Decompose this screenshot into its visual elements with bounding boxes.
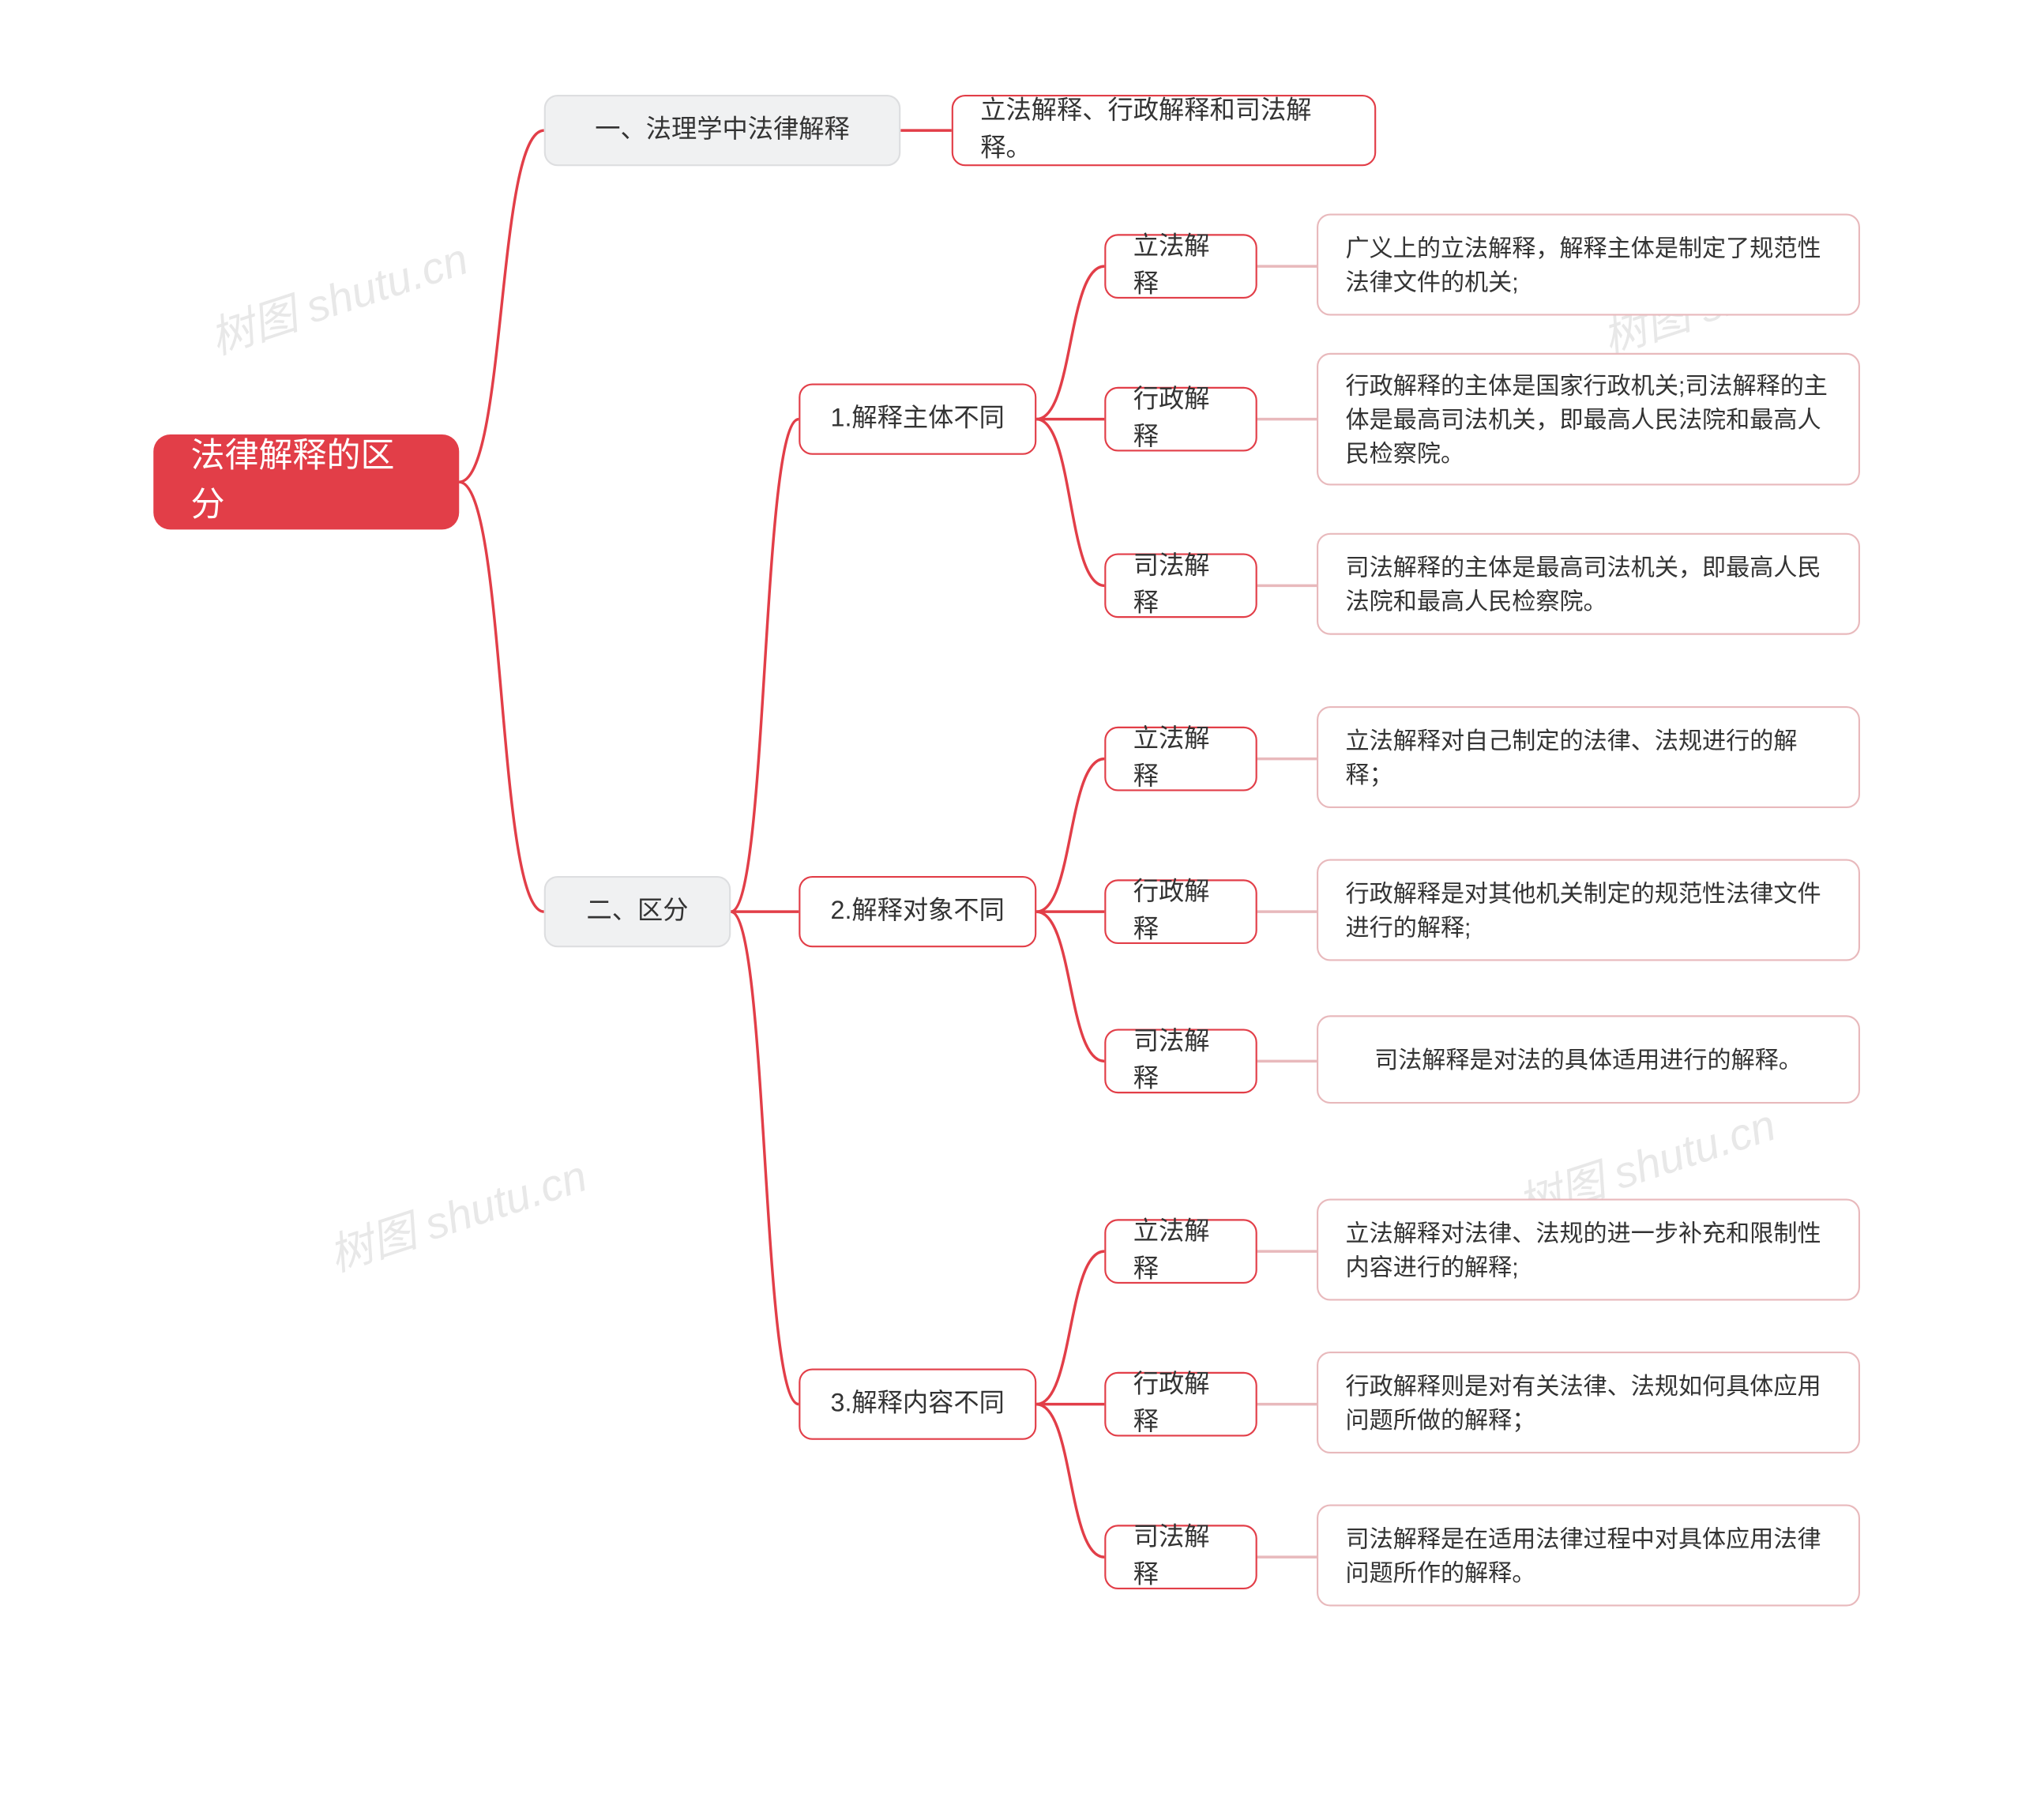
node-label: 行政解释的主体是国家行政机关;司法解释的主体是最高司法机关，即最高人民法院和最高… bbox=[1346, 367, 1832, 471]
group3-item1-desc[interactable]: 行政解释则是对有关法律、法规如何具体应用问题所做的解释； bbox=[1317, 1352, 1860, 1453]
watermark: 树图 shutu.cn bbox=[320, 1142, 594, 1284]
root-node[interactable]: 法律解释的区分 bbox=[153, 434, 459, 529]
node-label: 立法解释对法律、法规的进一步补充和限制性内容进行的解释; bbox=[1346, 1215, 1832, 1284]
group3-item2-name[interactable]: 司法解释 bbox=[1104, 1525, 1257, 1589]
node-label: 行政解释是对其他机关制定的规范性法律文件进行的解释; bbox=[1346, 875, 1832, 944]
mindmap-canvas: 树图 shutu.cn 树图 shutu.cn 树图 shutu.cn 树图 s… bbox=[35, 44, 1988, 1777]
node-label: 司法解释的主体是最高司法机关，即最高人民法院和最高人民检察院。 bbox=[1346, 550, 1832, 619]
group2-title[interactable]: 2.解释对象不同 bbox=[799, 876, 1036, 947]
group1-item0-desc[interactable]: 广义上的立法解释，解释主体是制定了规范性法律文件的机关; bbox=[1317, 214, 1860, 316]
node-label: 行政解释 bbox=[1133, 1367, 1228, 1442]
root-label: 法律解释的区分 bbox=[191, 433, 422, 532]
node-label: 司法解释 bbox=[1133, 549, 1228, 623]
node-label: 司法解释是在适用法律过程中对具体应用法律问题所作的解释。 bbox=[1346, 1521, 1832, 1589]
node-label: 广义上的立法解释，解释主体是制定了规范性法律文件的机关; bbox=[1346, 230, 1832, 299]
watermark: 树图 shutu.cn bbox=[201, 225, 475, 367]
node-label: 行政解释 bbox=[1133, 874, 1228, 949]
group1-item1-name[interactable]: 行政解释 bbox=[1104, 387, 1257, 452]
group2-item0-name[interactable]: 立法解释 bbox=[1104, 727, 1257, 792]
node-label: 二、区分 bbox=[586, 893, 688, 931]
group1-item0-name[interactable]: 立法解释 bbox=[1104, 234, 1257, 299]
group3-title[interactable]: 3.解释内容不同 bbox=[799, 1369, 1036, 1440]
section1-title[interactable]: 一、法理学中法律解释 bbox=[544, 95, 901, 166]
node-label: 立法解释 bbox=[1133, 229, 1228, 303]
group1-item1-desc[interactable]: 行政解释的主体是国家行政机关;司法解释的主体是最高司法机关，即最高人民法院和最高… bbox=[1317, 353, 1860, 486]
group1-title[interactable]: 1.解释主体不同 bbox=[799, 384, 1036, 455]
node-label: 2.解释对象不同 bbox=[831, 893, 1005, 931]
group2-item2-desc[interactable]: 司法解释是对法的具体适用进行的解释。 bbox=[1317, 1015, 1860, 1104]
group1-item2-name[interactable]: 司法解释 bbox=[1104, 554, 1257, 619]
group3-item0-desc[interactable]: 立法解释对法律、法规的进一步补充和限制性内容进行的解释; bbox=[1317, 1199, 1860, 1301]
group2-item0-desc[interactable]: 立法解释对自己制定的法律、法规进行的解释； bbox=[1317, 706, 1860, 808]
node-label: 立法解释、行政解释和司法解释。 bbox=[980, 93, 1347, 167]
node-label: 司法解释是对法的具体适用进行的解释。 bbox=[1374, 1042, 1802, 1077]
group3-item1-name[interactable]: 行政解释 bbox=[1104, 1372, 1257, 1437]
group3-item0-name[interactable]: 立法解释 bbox=[1104, 1219, 1257, 1284]
node-label: 司法解释 bbox=[1133, 1025, 1228, 1099]
node-label: 立法解释对自己制定的法律、法规进行的解释； bbox=[1346, 723, 1832, 792]
node-label: 行政解释 bbox=[1133, 382, 1228, 457]
node-label: 立法解释 bbox=[1133, 1214, 1228, 1288]
group2-item1-name[interactable]: 行政解释 bbox=[1104, 879, 1257, 944]
group2-item1-desc[interactable]: 行政解释是对其他机关制定的规范性法律文件进行的解释; bbox=[1317, 859, 1860, 961]
group3-item2-desc[interactable]: 司法解释是在适用法律过程中对具体应用法律问题所作的解释。 bbox=[1317, 1505, 1860, 1607]
section2-title[interactable]: 二、区分 bbox=[544, 876, 731, 947]
node-label: 1.解释主体不同 bbox=[831, 400, 1005, 438]
node-label: 一、法理学中法律解释 bbox=[595, 112, 850, 149]
section1-detail[interactable]: 立法解释、行政解释和司法解释。 bbox=[952, 95, 1377, 166]
node-label: 3.解释内容不同 bbox=[831, 1386, 1005, 1423]
node-label: 司法解释 bbox=[1133, 1520, 1228, 1594]
node-label: 立法解释 bbox=[1133, 722, 1228, 796]
group1-item2-desc[interactable]: 司法解释的主体是最高司法机关，即最高人民法院和最高人民检察院。 bbox=[1317, 533, 1860, 635]
group2-item2-name[interactable]: 司法解释 bbox=[1104, 1029, 1257, 1094]
node-label: 行政解释则是对有关法律、法规如何具体应用问题所做的解释； bbox=[1346, 1368, 1832, 1437]
